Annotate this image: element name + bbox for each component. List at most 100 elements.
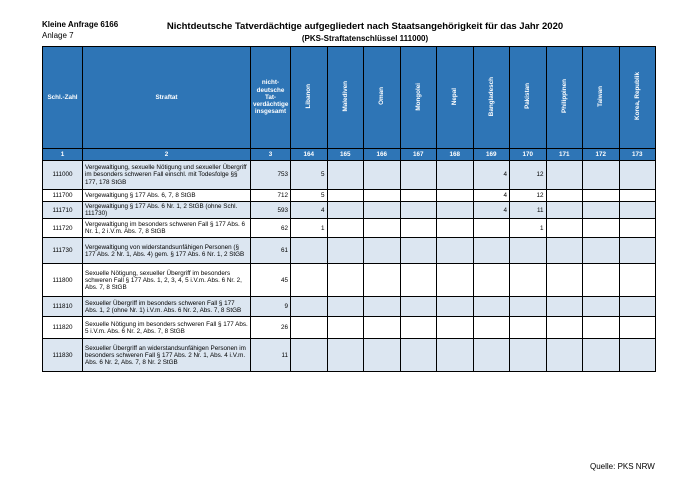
header-row: Schl.-Zahl Straftat nicht-deutsche Tat-ver… [42,46,656,149]
table-cell [363,338,401,373]
table-cell [472,338,510,373]
table-cell [363,160,401,190]
table-row: 111730 Vergewaltigung von widerstandsunfä… [42,237,656,265]
table-cell [545,160,583,190]
table-row: 111710 Vergewaltigung § 177 Abs. 6 Nr. 1,… [42,200,656,220]
column-header: Straftat [82,46,251,149]
table-cell [582,160,620,190]
table-cell [290,263,328,298]
table-cell [436,237,474,265]
source: Quelle: PKS NRW [590,462,655,471]
table-row: 111000 Vergewaltigung, sexuelle Nötigung … [42,160,656,190]
column-header-text: Korea, Republik [633,72,641,121]
table-cell [545,218,583,239]
column-header-text: Pakistan [524,83,532,110]
table-cell [326,200,364,220]
column-header: Malediven [326,46,364,149]
table-cell [399,218,437,239]
table-cell: Vergewaltigung, sexuelle Nötigung und se… [82,160,251,190]
table-cell [618,218,656,239]
column-header-text: Mongolei [414,82,422,111]
table-cell [363,189,401,202]
table-cell [399,189,437,202]
table-cell: Sexueller Übergriff an widerstandsunfähi… [82,338,251,373]
column-number: 169 [472,148,510,161]
table-cell [290,316,328,340]
table-cell: 45 [250,263,291,298]
column-number: 171 [545,148,583,161]
table-cell: 712 [250,189,291,202]
column-number-row: 1 2 3 164 165 166 167 168 169 170 171 172 173 [42,148,656,161]
table-cell [363,263,401,298]
column-header: Libanon [290,46,328,149]
table-cell [509,263,547,298]
table-cell [509,338,547,373]
column-header: Schl.-Zahl [42,46,83,149]
table-cell [363,296,401,318]
column-number: 168 [436,148,474,161]
table-cell [326,338,364,373]
column-number: 1 [42,148,83,161]
table-cell [545,338,583,373]
table-cell: 61 [250,237,291,265]
table-cell: Sexueller Übergriff im besonders schwere… [82,296,251,318]
table-cell: Vergewaltigung von widerstandsunfähigen … [82,237,251,265]
table-cell [326,237,364,265]
column-header: Taiwan [582,46,620,149]
table-cell [618,296,656,318]
table-cell [436,316,474,340]
table-row: 111700 Vergewaltigung § 177 Abs. 6, 7, 8 … [42,189,656,202]
table-cell: Sexuelle Nötigung, sexueller Übergriff i… [82,263,251,298]
table-cell [472,263,510,298]
table-cell [618,160,656,190]
table-cell: 62 [250,218,291,239]
table-cell [472,316,510,340]
table-cell: 111820 [42,316,83,340]
table-row: 111800 Sexuelle Nötigung, sexueller Überg… [42,263,656,298]
attachment: Anlage 7 [42,31,74,40]
column-header-text: Libanon [305,84,313,109]
table-cell [399,160,437,190]
subtitle: (PKS-Straftatenschlüssel 111000) [301,34,429,43]
column-header-text: Taiwan [597,85,605,107]
column-header: Bangladesch [472,46,510,149]
table-cell: 5 [290,189,328,202]
column-number: 173 [618,148,656,161]
column-header-text: Philippinen [560,79,568,114]
table-cell [545,237,583,265]
table-cell: Vergewaltigung im besonders schweren Fal… [82,218,251,239]
table-cell [290,338,328,373]
table-cell [618,316,656,340]
table-cell [326,189,364,202]
table-cell [436,160,474,190]
column-header-text: Oman [378,87,386,106]
column-number: 2 [82,148,251,161]
column-header-text: Bangladesch [487,76,495,116]
table-cell [582,338,620,373]
table-cell [582,189,620,202]
table-row: 111810 Sexueller Übergriff im besonders s… [42,296,656,318]
table-cell [472,296,510,318]
column-number: 165 [326,148,364,161]
table-cell [582,200,620,220]
table-cell [436,218,474,239]
table-cell [290,237,328,265]
column-header: Pakistan [509,46,547,149]
table-cell [582,263,620,298]
column-number: 164 [290,148,328,161]
column-header: Oman [363,46,401,149]
table-cell: 12 [509,160,547,190]
table-cell [363,237,401,265]
table-cell [472,218,510,239]
table-cell [582,296,620,318]
table-cell [472,237,510,265]
table-cell: 111000 [42,160,83,190]
table-cell [399,338,437,373]
table-cell: Vergewaltigung § 177 Abs. 6 Nr. 1, 2 StG… [82,200,251,220]
table-cell: 753 [250,160,291,190]
table-cell [509,316,547,340]
table-cell: 11 [509,200,547,220]
table-cell [436,296,474,318]
table-cell [290,296,328,318]
table-cell: 26 [250,316,291,340]
